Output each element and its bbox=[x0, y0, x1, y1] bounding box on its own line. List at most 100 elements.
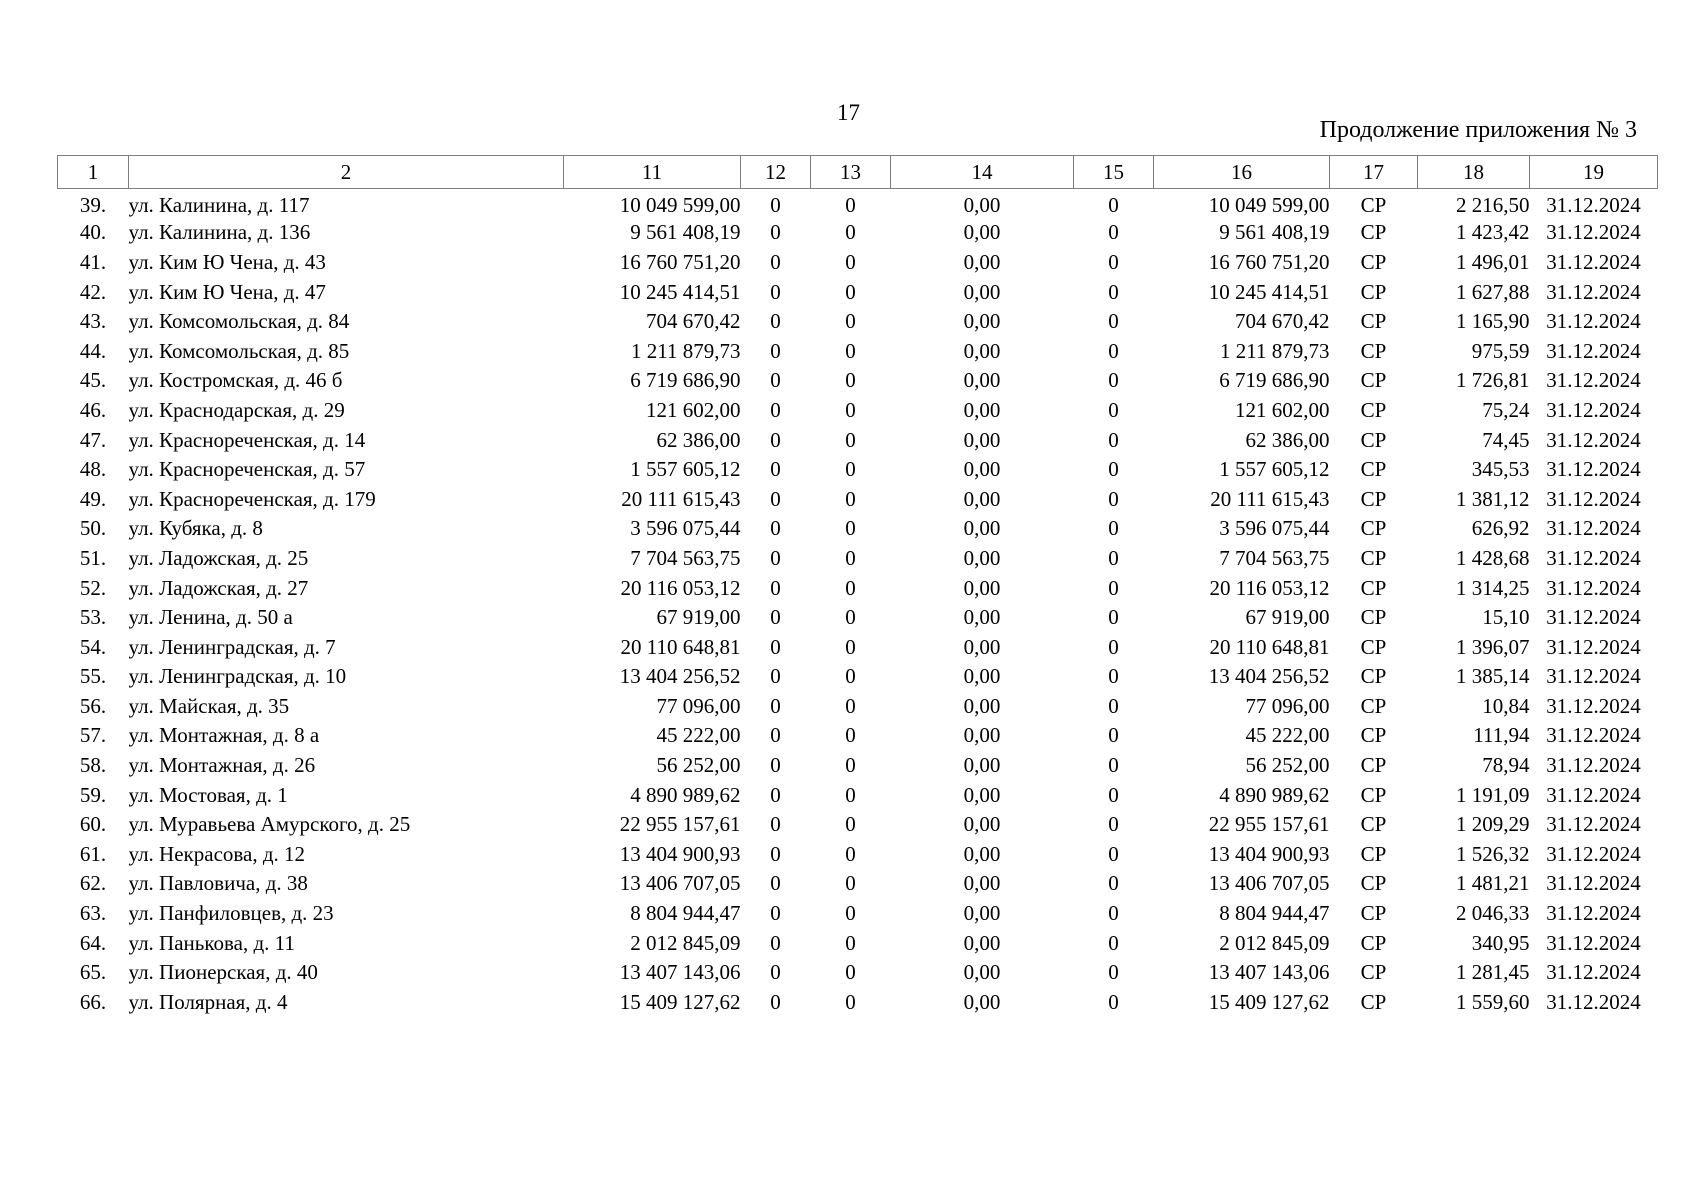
col17-cell: СР bbox=[1360, 220, 1387, 245]
col15-cell: 0 bbox=[1108, 516, 1119, 541]
address-cell: ул. Краснореченская, д. 14 bbox=[128, 427, 366, 452]
col11-cell: 1 211 879,73 bbox=[631, 338, 741, 363]
column-header-col17: 17 bbox=[1329, 155, 1418, 189]
col11-cell: 22 955 157,61 bbox=[619, 812, 741, 837]
col18-cell: 1 428,68 bbox=[1456, 545, 1530, 570]
row-number-cell: 51. bbox=[79, 545, 107, 570]
address-cell: ул. Калинина, д. 136 bbox=[128, 220, 311, 245]
row-number-cell: 50. bbox=[79, 516, 107, 541]
col13-cell: 0 bbox=[845, 841, 856, 866]
col16-cell: 6 719 686,90 bbox=[1219, 368, 1330, 393]
table-row: 43. ул. Комсомольская, д. 84 704 670,42 0 0 0… bbox=[58, 307, 1658, 337]
col19-cell: 31.12.2024 bbox=[1546, 930, 1641, 955]
col14-cell: 0,00 bbox=[963, 279, 1001, 304]
col13-cell: 0 bbox=[845, 486, 856, 511]
table-row: 50. ул. Кубяка, д. 8 3 596 075,44 0 0 0,00 0 3 … bbox=[58, 514, 1658, 544]
address-cell: ул. Ладожская, д. 25 bbox=[128, 545, 309, 570]
col14-cell: 0,00 bbox=[963, 397, 1001, 422]
table-row: 51. ул. Ладожская, д. 25 7 704 563,75 0 0 0,0… bbox=[58, 544, 1658, 574]
address-cell: ул. Комсомольская, д. 85 bbox=[128, 338, 350, 363]
col12-cell: 0 bbox=[770, 516, 781, 541]
col13-cell: 0 bbox=[845, 664, 856, 689]
col17-cell: СР bbox=[1360, 871, 1387, 896]
address-cell: ул. Полярная, д. 4 bbox=[128, 989, 288, 1014]
col13-cell: 0 bbox=[845, 989, 856, 1014]
table-row: 63. ул. Панфиловцев, д. 23 8 804 944,47 0 0 0… bbox=[58, 899, 1658, 929]
address-cell: ул. Монтажная, д. 26 bbox=[128, 753, 316, 778]
table-row: 54. ул. Ленинградская, д. 7 20 110 648,81 0… bbox=[58, 632, 1658, 662]
col18-cell: 1 385,14 bbox=[1456, 664, 1530, 689]
address-cell: ул. Ленина, д. 50 а bbox=[128, 605, 293, 630]
col17-cell: СР bbox=[1360, 930, 1387, 955]
col14-cell: 0,00 bbox=[963, 309, 1001, 334]
col15-cell: 0 bbox=[1108, 871, 1119, 896]
row-number-cell: 40. bbox=[79, 220, 107, 245]
col13-cell: 0 bbox=[845, 249, 856, 274]
address-cell: ул. Краснодарская, д. 29 bbox=[128, 397, 345, 422]
col17-cell: СР bbox=[1360, 901, 1387, 926]
col15-cell: 0 bbox=[1108, 753, 1119, 778]
col14-cell: 0,00 bbox=[963, 723, 1001, 748]
col11-cell: 9 561 408,19 bbox=[630, 220, 741, 245]
col11-cell: 7 704 563,75 bbox=[630, 545, 741, 570]
col11-cell: 56 252,00 bbox=[656, 753, 741, 778]
col14-cell: 0,00 bbox=[963, 457, 1001, 482]
address-cell: ул. Ленинградская, д. 10 bbox=[128, 664, 347, 689]
col17-cell: СР bbox=[1360, 605, 1387, 630]
col19-cell: 31.12.2024 bbox=[1546, 338, 1641, 363]
col11-cell: 67 919,00 bbox=[656, 605, 741, 630]
col14-cell: 0,00 bbox=[963, 693, 1001, 718]
col14-cell: 0,00 bbox=[963, 516, 1001, 541]
col14-cell: 0,00 bbox=[963, 871, 1001, 896]
col11-cell: 15 409 127,62 bbox=[619, 989, 741, 1014]
col13-cell: 0 bbox=[845, 427, 856, 452]
row-number-cell: 53. bbox=[79, 605, 107, 630]
col17-cell: СР bbox=[1360, 634, 1387, 659]
column-header-address: 2 bbox=[128, 155, 564, 189]
col14-cell: 0,00 bbox=[963, 605, 1001, 630]
address-cell: ул. Кубяка, д. 8 bbox=[128, 516, 263, 541]
col11-cell: 20 116 053,12 bbox=[620, 575, 741, 600]
col12-cell: 0 bbox=[770, 634, 781, 659]
row-number-cell: 44. bbox=[79, 338, 107, 363]
col15-cell: 0 bbox=[1108, 693, 1119, 718]
col16-cell: 13 406 707,05 bbox=[1208, 871, 1330, 896]
table-row: 45. ул. Костромская, д. 46 б 6 719 686,90 0… bbox=[58, 366, 1658, 396]
col12-cell: 0 bbox=[770, 397, 781, 422]
col14-cell: 0,00 bbox=[963, 486, 1001, 511]
column-header-col15: 15 bbox=[1073, 155, 1154, 189]
column-header-col14: 14 bbox=[890, 155, 1074, 189]
col13-cell: 0 bbox=[845, 368, 856, 393]
col16-cell: 13 404 256,52 bbox=[1208, 664, 1330, 689]
row-number-cell: 57. bbox=[79, 723, 107, 748]
col16-cell: 9 561 408,19 bbox=[1219, 220, 1330, 245]
row-number-cell: 39. bbox=[79, 192, 107, 217]
col15-cell: 0 bbox=[1108, 901, 1119, 926]
address-cell: ул. Комсомольская, д. 84 bbox=[128, 309, 350, 334]
table-row: 41. ул. Ким Ю Чена, д. 43 16 760 751,20 0 0 0… bbox=[58, 248, 1658, 278]
col11-cell: 20 110 648,81 bbox=[620, 634, 741, 659]
col19-cell: 31.12.2024 bbox=[1546, 575, 1641, 600]
col12-cell: 0 bbox=[770, 960, 781, 985]
col16-cell: 1 557 605,12 bbox=[1219, 457, 1330, 482]
col18-cell: 626,92 bbox=[1471, 516, 1530, 541]
col15-cell: 0 bbox=[1108, 575, 1119, 600]
col18-cell: 2 216,50 bbox=[1456, 192, 1530, 217]
col18-cell: 1 726,81 bbox=[1456, 368, 1530, 393]
col15-cell: 0 bbox=[1108, 605, 1119, 630]
column-header-col12: 12 bbox=[740, 155, 811, 189]
table-row: 40. ул. Калинина, д. 136 9 561 408,19 0 0 0,0… bbox=[58, 218, 1658, 248]
col11-cell: 77 096,00 bbox=[656, 693, 741, 718]
col17-cell: СР bbox=[1360, 960, 1387, 985]
col13-cell: 0 bbox=[845, 930, 856, 955]
row-number-cell: 63. bbox=[79, 901, 107, 926]
col11-cell: 13 406 707,05 bbox=[619, 871, 741, 896]
table-row: 52. ул. Ладожская, д. 27 20 116 053,12 0 0 0,… bbox=[58, 573, 1658, 603]
col16-cell: 1 211 879,73 bbox=[1220, 338, 1330, 363]
row-number-cell: 59. bbox=[79, 782, 107, 807]
address-cell: ул. Майская, д. 35 bbox=[128, 693, 290, 718]
table-row: 58. ул. Монтажная, д. 26 56 252,00 0 0 0,00 0 5… bbox=[58, 751, 1658, 781]
col18-cell: 1 481,21 bbox=[1456, 871, 1530, 896]
col14-cell: 0,00 bbox=[963, 960, 1001, 985]
